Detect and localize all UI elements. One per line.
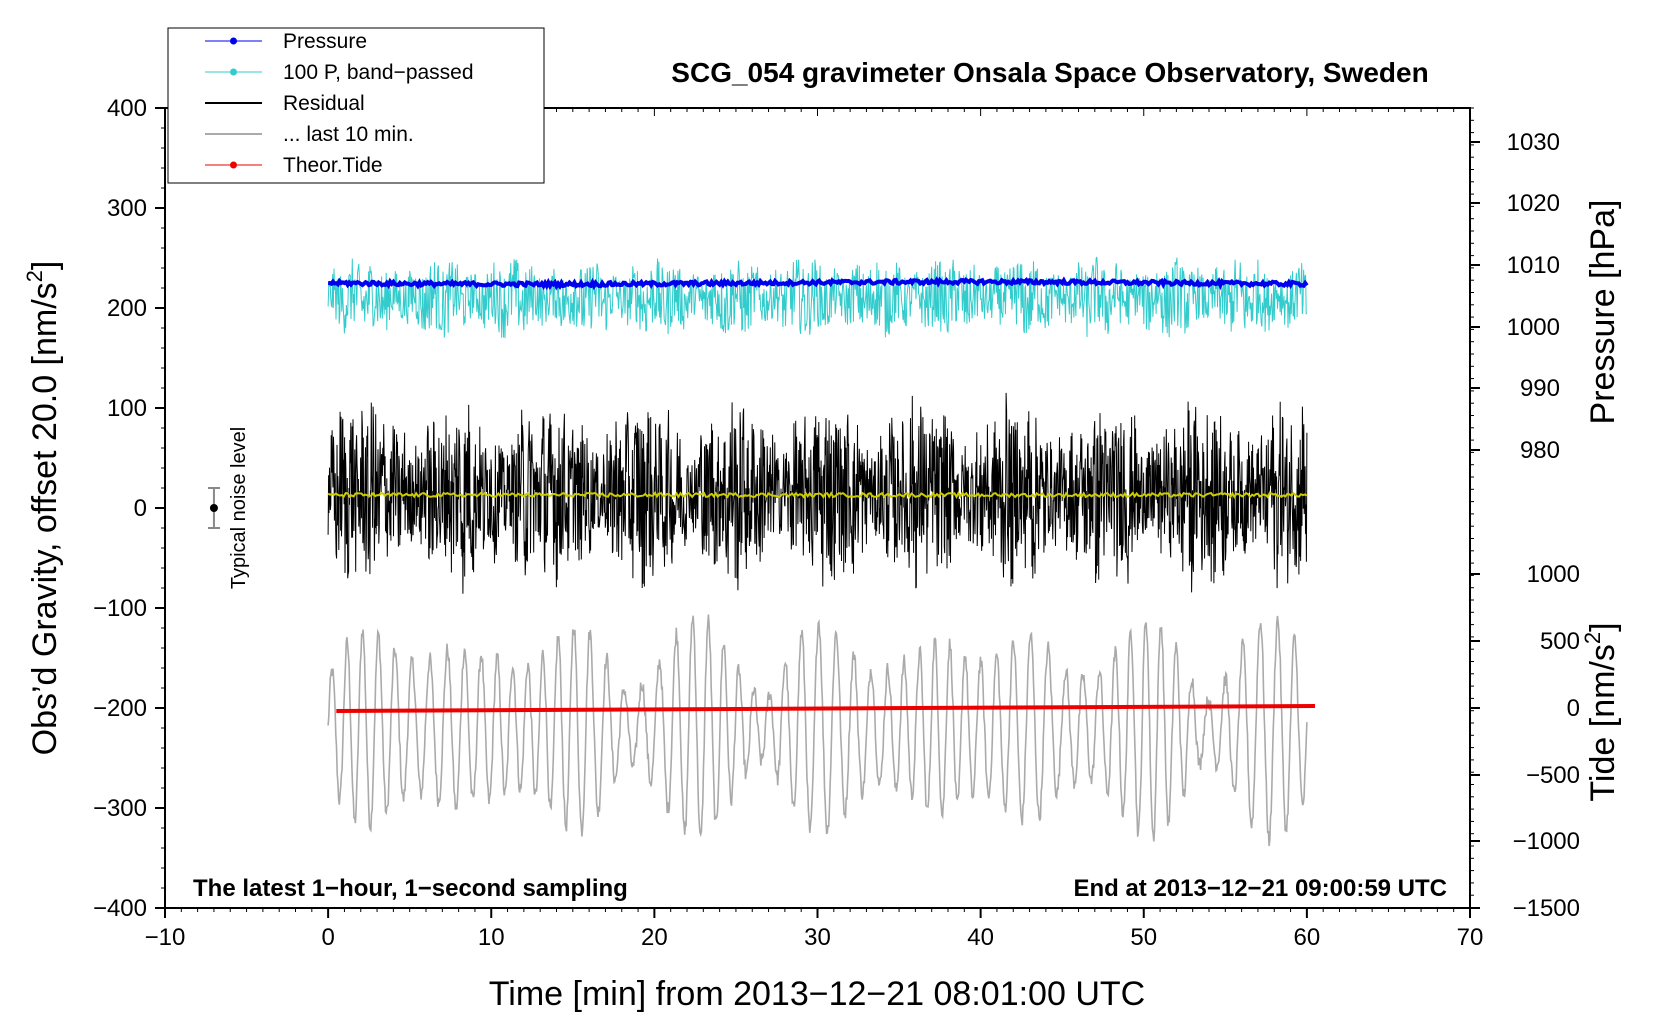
y-axis-left-title-end: ] xyxy=(26,261,64,270)
legend: Pressure 100 P, band−passed Residual ... la… xyxy=(167,27,545,184)
noise-point xyxy=(209,504,218,512)
chart-title: SCG_054 gravimeter Onsala Space Observat… xyxy=(671,57,1428,88)
tide-tick-label: 500 xyxy=(1540,628,1580,655)
series-pressure xyxy=(327,276,1309,291)
x-tick-label: 70 xyxy=(1457,924,1484,951)
y-axis-left-title: Obs’d Gravity, offset 20.0 [nm/s2] xyxy=(22,261,64,756)
pressure-tick-label: 990 xyxy=(1520,375,1560,402)
legend-label: Theor.Tide xyxy=(283,154,383,177)
x-tick-label: 10 xyxy=(478,924,505,951)
legend-marker-swatch xyxy=(230,68,237,76)
y-left-tick-label: 0 xyxy=(134,495,147,522)
pressure-tick-label: 980 xyxy=(1520,437,1560,464)
series-theoretical-tide xyxy=(336,704,1316,713)
y-left-tick-label: 100 xyxy=(107,395,147,422)
x-tick-label: 20 xyxy=(641,924,668,951)
legend-box xyxy=(167,27,545,184)
pressure-tick-label: 1010 xyxy=(1507,252,1560,279)
x-tick-label: 0 xyxy=(321,924,334,951)
y-axis-right-pressure-title: Pressure [hPa] xyxy=(1584,200,1622,425)
y-axis-right-tide-title-main: Tide [nm/s xyxy=(1584,644,1622,801)
legend-label: Pressure xyxy=(283,30,367,53)
y-axis-left-title-sup: 2 xyxy=(22,270,47,282)
tide-tick-label: −1000 xyxy=(1513,828,1580,855)
tide-tick-label: −1500 xyxy=(1513,895,1580,922)
annotation-end-time: End at 2013−12−21 09:00:59 UTC xyxy=(1073,875,1447,902)
y-left-tick-label: −400 xyxy=(93,895,147,922)
series-layer xyxy=(327,256,1316,847)
y-axis-right-tide-title-end: ] xyxy=(1584,622,1622,631)
noise-level-indicator: Typical noise level xyxy=(207,427,250,589)
x-tick-label: −10 xyxy=(145,924,186,951)
x-tick-label: 50 xyxy=(1130,924,1157,951)
y-axis-left-title-main: Obs’d Gravity, offset 20.0 [nm/s xyxy=(26,282,64,755)
series-residual xyxy=(327,392,1308,594)
legend-label: ... last 10 min. xyxy=(283,123,414,146)
x-axis-title: Time [min] from 2013−12−21 08:01:00 UTC xyxy=(489,975,1145,1013)
y-left-tick-label: 400 xyxy=(107,95,147,122)
noise-level-label: Typical noise level xyxy=(228,427,250,589)
x-tick-label: 40 xyxy=(967,924,994,951)
y-left-tick-label: −200 xyxy=(93,695,147,722)
legend-marker-swatch xyxy=(230,161,237,169)
tide-tick-label: 1000 xyxy=(1527,561,1580,588)
tick-layer: −10 0 10 20 30 40 50 60 704003002001000−100−200−… xyxy=(93,95,1580,951)
tide-tick-label: 0 xyxy=(1567,695,1580,722)
series-last-10-min xyxy=(327,614,1308,847)
y-left-tick-label: −100 xyxy=(93,595,147,622)
pressure-tick-label: 1000 xyxy=(1507,314,1560,341)
y-axis-right-tide-title-sup: 2 xyxy=(1580,632,1605,644)
legend-label: 100 P, band−passed xyxy=(283,61,474,84)
y-left-tick-label: −300 xyxy=(93,795,147,822)
y-left-tick-label: 200 xyxy=(107,295,147,322)
annotation-sampling: The latest 1−hour, 1−second sampling xyxy=(193,875,628,902)
legend-label: Residual xyxy=(283,92,365,115)
series-smoothed-residual xyxy=(327,491,1308,500)
x-tick-label: 60 xyxy=(1294,924,1321,951)
tide-tick-label: −500 xyxy=(1526,762,1580,789)
legend-marker-swatch xyxy=(230,37,237,45)
pressure-tick-label: 1020 xyxy=(1507,190,1560,217)
series-band-passed-pressure xyxy=(327,256,1308,339)
pressure-tick-label: 1030 xyxy=(1507,129,1560,156)
x-tick-label: 30 xyxy=(804,924,831,951)
y-left-tick-label: 300 xyxy=(107,195,147,222)
y-axis-right-tide-title: Tide [nm/s2] xyxy=(1580,622,1622,801)
